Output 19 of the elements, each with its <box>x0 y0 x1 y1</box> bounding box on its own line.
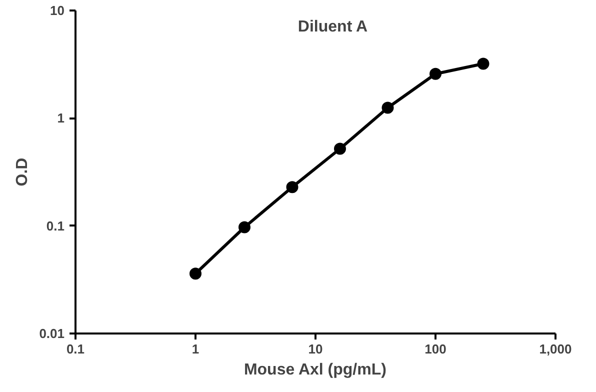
text: Diluent A <box>298 18 368 36</box>
point <box>190 268 202 280</box>
x-tick-label: 0.1 <box>66 342 85 356</box>
y-tick-label: 10 <box>50 3 65 18</box>
point <box>382 102 394 114</box>
point <box>430 68 442 80</box>
x-axis-title: Mouse Axl (pg/mL) <box>244 362 386 378</box>
point <box>334 142 346 155</box>
x-tick-label: 100 <box>424 342 446 356</box>
y-tick-label: 1 <box>57 110 65 126</box>
y-tick-label: 0.01 <box>39 326 65 341</box>
point <box>238 221 250 234</box>
y-axis-title: O.D <box>14 158 32 186</box>
x-tick-label: 10 <box>308 342 323 356</box>
point <box>477 58 490 70</box>
x-tick-label: 1,000 <box>539 342 572 356</box>
point <box>286 181 298 194</box>
x-tick-label: 1 <box>192 342 200 356</box>
y-tick-label: 0.1 <box>46 218 65 234</box>
